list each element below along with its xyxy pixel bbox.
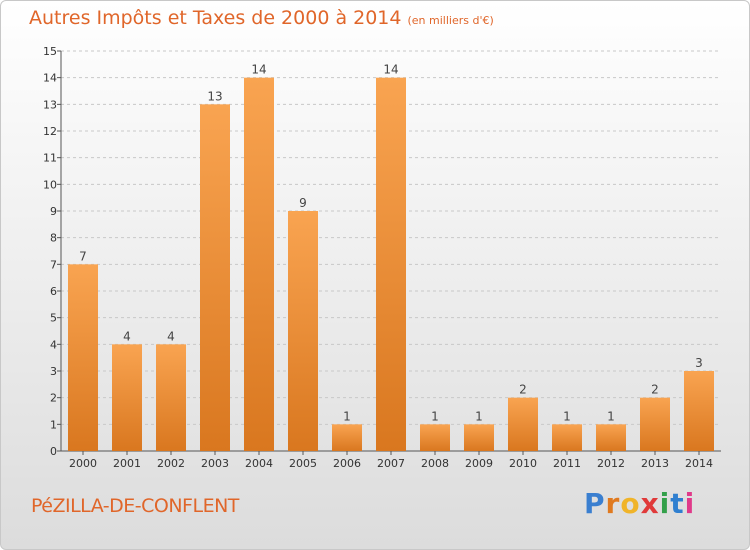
bar-2009 — [464, 424, 494, 451]
data-label-2009: 1 — [475, 409, 483, 423]
y-tick-label: 3 — [50, 365, 57, 378]
chart-title: Autres Impôts et Taxes de 2000 à 2014 (en… — [29, 7, 494, 29]
data-label-2005: 9 — [299, 196, 307, 210]
x-tick-label-2014: 2014 — [685, 457, 713, 470]
x-tick-label-2011: 2011 — [553, 457, 581, 470]
data-label-2011: 1 — [563, 409, 571, 423]
x-tick-label-2004: 2004 — [245, 457, 273, 470]
y-tick-label: 6 — [50, 285, 57, 298]
y-tick-label: 2 — [50, 392, 57, 405]
y-tick-label: 15 — [43, 45, 57, 58]
x-tick-label-2010: 2010 — [509, 457, 537, 470]
bar-2007 — [376, 77, 406, 452]
y-tick-label: 8 — [50, 232, 57, 245]
data-label-2004: 14 — [251, 63, 266, 77]
data-label-2002: 4 — [167, 329, 175, 343]
bar-2002 — [156, 344, 186, 451]
x-tick-label-2001: 2001 — [113, 457, 141, 470]
data-label-2013: 2 — [651, 383, 659, 397]
data-label-2001: 4 — [123, 329, 131, 343]
y-tick-label: 5 — [50, 312, 57, 325]
data-label-2000: 7 — [79, 249, 87, 263]
x-tick-label-2008: 2008 — [421, 457, 449, 470]
x-tick-label-2005: 2005 — [289, 457, 317, 470]
bar-2003 — [200, 104, 230, 451]
data-label-2003: 13 — [207, 89, 222, 103]
data-label-2008: 1 — [431, 409, 439, 423]
x-tick-label-2012: 2012 — [597, 457, 625, 470]
y-tick-label: 0 — [50, 445, 57, 458]
y-tick-label: 10 — [43, 178, 57, 191]
bar-2006 — [332, 424, 362, 451]
bar-2010 — [508, 397, 538, 451]
x-tick-label-2003: 2003 — [201, 457, 229, 470]
y-tick-label: 14 — [43, 72, 57, 85]
bar-2011 — [552, 424, 582, 451]
proxiti-logo: Proxiti — [584, 487, 696, 520]
data-label-2012: 1 — [607, 409, 615, 423]
chart-title-unit: (en milliers d'€) — [407, 14, 494, 27]
bar-2012 — [596, 424, 626, 451]
x-tick-label-2013: 2013 — [641, 457, 669, 470]
x-tick-label-2002: 2002 — [157, 457, 185, 470]
bar-2008 — [420, 424, 450, 451]
y-tick-label: 13 — [43, 98, 57, 111]
data-label-2006: 1 — [343, 409, 351, 423]
chart-title-main: Autres Impôts et Taxes de 2000 à 2014 — [29, 7, 402, 29]
data-label-2007: 14 — [383, 63, 398, 77]
x-tick-label-2006: 2006 — [333, 457, 361, 470]
bar-2005 — [288, 211, 318, 451]
data-label-2014: 3 — [695, 356, 703, 370]
y-tick-label: 12 — [43, 125, 57, 138]
y-tick-label: 1 — [50, 418, 57, 431]
bar-2014 — [684, 371, 714, 451]
commune-name: PéZILLA-DE-CONFLENT — [31, 495, 239, 517]
x-tick-label-2000: 2000 — [69, 457, 97, 470]
y-tick-label: 4 — [50, 338, 57, 351]
bar-2004 — [244, 77, 274, 452]
y-tick-label: 7 — [50, 258, 57, 271]
data-label-2010: 2 — [519, 383, 527, 397]
x-tick-label-2007: 2007 — [377, 457, 405, 470]
x-tick-label-2009: 2009 — [465, 457, 493, 470]
y-tick-label: 11 — [43, 152, 57, 165]
bar-2001 — [112, 344, 142, 451]
bar-2000 — [68, 264, 98, 451]
y-tick-label: 9 — [50, 205, 57, 218]
bar-2013 — [640, 397, 670, 451]
